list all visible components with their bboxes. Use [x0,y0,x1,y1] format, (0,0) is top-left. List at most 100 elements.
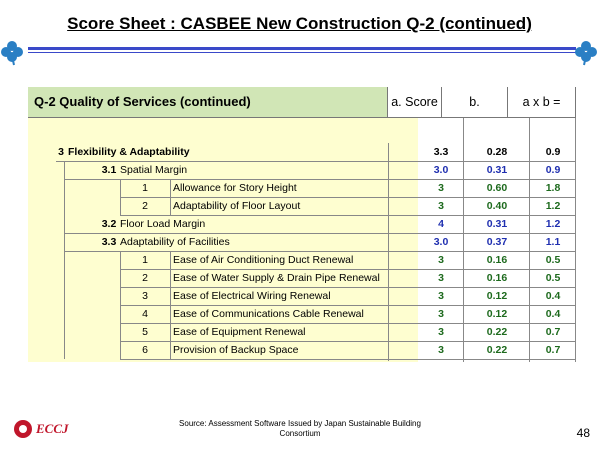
weighing-value: 0.60 [486,182,508,194]
item-code: 1 [142,254,148,266]
item-label: Ease of Air Conditioning Duct Renewal [173,254,354,266]
score-sheet: Q-2 Quality of Services (continued) a. S… [28,87,576,362]
result-value: 0.9 [545,164,561,176]
score-row: 3.3 Adaptability of Facilities 3.0 0.37 1.1 [28,233,576,251]
score-row: 1 Allowance for Story Height 3 0.60 1.8 [28,179,576,197]
score-column [418,118,464,362]
item-code: 2 [142,200,148,212]
source-line-2: Consortium [279,429,321,438]
result-column [530,118,576,362]
score-row: 2 Ease of Water Supply & Drain Pipe Renew… [28,269,576,287]
item-code: 3 [58,146,64,158]
clover-icon [1,41,23,66]
tree-guide [120,179,121,215]
weighing-value: 0.28 [486,146,508,158]
result-value: 0.5 [545,254,561,266]
score-row: 1 Ease of Air Conditioning Duct Renewal 3 0… [28,251,576,269]
score-row: 4 Ease of Communications Cable Renewal 3 0.… [28,305,576,323]
item-label: Adaptability of Facilities [120,236,230,248]
score-value: 3 [438,182,444,194]
result-value: 1.2 [545,200,561,212]
eccj-emblem-icon [14,420,32,438]
tree-guide [64,161,65,359]
row-divider [64,233,576,234]
score-value: 3 [438,272,444,284]
item-code: 6 [142,344,148,356]
item-code: 3.2 [101,218,117,230]
section-title: Q-2 Quality of Services (continued) [34,94,251,109]
item-code: 3.3 [101,236,117,248]
source-note: Source: Assessment Software Issued by Ja… [160,419,440,439]
result-value: 1.2 [545,218,561,230]
score-row: 2 Adaptability of Floor Layout 3 0.40 1.2 [28,197,576,215]
item-code: 2 [142,272,148,284]
score-value: 3.3 [433,146,449,158]
result-value: 0.7 [545,344,561,356]
column-header-weighing: b. Weighing [442,87,508,140]
row-divider [64,251,576,252]
weighing-value: 0.40 [486,200,508,212]
weighing-value: 0.12 [486,308,508,320]
item-label: Allowance for Story Height [173,182,297,194]
result-value: 0.4 [545,308,561,320]
score-value: 3 [438,290,444,302]
clover-icon [575,41,597,66]
item-label: Provision of Backup Space [173,344,299,356]
row-divider [120,305,576,306]
score-row: 3.2 Floor Load Margin 4 0.31 1.2 [28,215,576,233]
item-code: 1 [142,182,148,194]
score-row: 3 Ease of Electrical Wiring Renewal 3 0.12 0… [28,287,576,305]
weighing-value: 0.16 [486,272,508,284]
eccj-logo-text: ECCJ [36,421,69,436]
row-divider [120,269,576,270]
tree-guide [388,143,389,361]
tree-guide [170,179,171,215]
title-rule [28,47,576,50]
item-label: Floor Load Margin [120,218,206,230]
weighing-column [464,118,530,362]
row-divider [56,161,576,162]
page-number: 48 [576,426,590,440]
row-divider [120,287,576,288]
weighing-value: 0.37 [486,236,508,248]
result-value: 0.9 [545,146,561,158]
item-label: Ease of Water Supply & Drain Pipe Renewa… [173,272,380,284]
column-header-score: a. Score [388,87,442,118]
result-value: 1.1 [545,236,561,248]
score-row: 3.1 Spatial Margin 3.0 0.31 0.9 [28,161,576,179]
item-code: 4 [142,308,148,320]
score-value: 4 [438,218,444,230]
score-value: 3 [438,254,444,266]
row-divider [64,179,576,180]
item-label: Ease of Equipment Renewal [173,326,306,338]
item-label: Spatial Margin [120,164,188,176]
section-header: Q-2 Quality of Services (continued) [28,87,388,118]
row-divider [120,323,576,324]
score-value: 3.0 [433,236,449,248]
row-divider [120,215,576,216]
score-row: 5 Ease of Equipment Renewal 3 0.22 0.7 [28,323,576,341]
weighing-value: 0.16 [486,254,508,266]
score-value: 3.0 [433,164,449,176]
score-value: 3 [438,326,444,338]
result-value: 0.7 [545,326,561,338]
page-title: Score Sheet : CASBEE New Construction Q-… [67,14,532,33]
row-divider [120,197,576,198]
item-code: 3.1 [101,164,117,176]
weighing-value: 0.12 [486,290,508,302]
item-label: Adaptability of Floor Layout [173,200,301,212]
weighing-value: 0.31 [486,164,508,176]
tree-guide [120,251,121,359]
item-label: Ease of Electrical Wiring Renewal [173,290,331,302]
row-divider [120,341,576,342]
row-divider [120,359,576,360]
item-code: 3 [142,290,148,302]
result-value: 0.4 [545,290,561,302]
weighing-value: 0.31 [486,218,508,230]
score-row: 3 Flexibility & Adaptability 3.3 0.28 0.9 [28,143,576,161]
score-value: 3 [438,200,444,212]
result-value: 0.5 [545,272,561,284]
weighing-value: 0.22 [486,344,508,356]
score-row: 6 Provision of Backup Space 3 0.22 0.7 [28,341,576,359]
result-value: 1.8 [545,182,561,194]
